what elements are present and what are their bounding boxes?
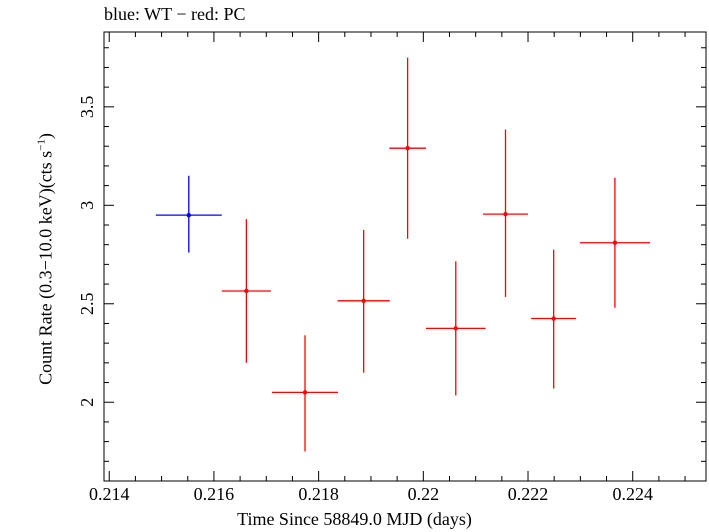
data-marker: [453, 326, 458, 331]
x-tick-label: 0.222: [508, 484, 549, 504]
plot-frame: [103, 31, 707, 482]
data-marker: [186, 212, 192, 218]
y-axis-label-close: ): [35, 133, 56, 140]
axis-ticks: [104, 32, 706, 482]
x-tick-label: 0.218: [298, 484, 339, 504]
data-marker: [503, 211, 508, 217]
data-point-pc: [221, 219, 271, 363]
data-point-pc: [389, 57, 426, 239]
y-axis-label-main: Count Rate (0.3−10.0 keV)(cts s: [35, 150, 56, 385]
data-marker: [361, 298, 366, 304]
data-point-pc: [425, 261, 486, 396]
x-axis-label: Time Since 58849.0 MJD (days): [237, 509, 472, 529]
axis-tick-labels: 0.214 0.216 0.218 0.22 0.222 0.224 2 2.5 3 3.5: [77, 96, 653, 504]
data-marker: [244, 288, 249, 294]
data-point-pc: [337, 229, 390, 373]
y-axis-label: Count Rate (0.3−10.0 keV)(cts s−1): [36, 133, 57, 385]
data-marker: [302, 390, 308, 395]
data-marks: [155, 57, 650, 452]
x-tick-label: 0.22: [408, 484, 440, 504]
x-tick-label: 0.216: [194, 484, 235, 504]
y-tick-label: 2.5: [77, 293, 97, 316]
chart-title: blue: WT − red: PC: [104, 4, 246, 24]
data-marker: [551, 316, 556, 321]
data-marker: [405, 145, 410, 151]
data-point-pc: [272, 335, 338, 452]
data-marker: [612, 240, 618, 245]
data-point-pc: [482, 129, 529, 297]
x-tick-label: 0.214: [89, 484, 130, 504]
y-tick-label: 3.5: [77, 96, 97, 119]
y-tick-label: 2: [77, 398, 97, 407]
data-point-pc: [531, 249, 577, 389]
data-point-pc: [579, 177, 650, 308]
y-axis-label-exponent: −1: [35, 139, 48, 151]
x-tick-label: 0.224: [612, 484, 653, 504]
data-point-wt: [155, 175, 222, 253]
y-tick-label: 3: [77, 201, 97, 210]
